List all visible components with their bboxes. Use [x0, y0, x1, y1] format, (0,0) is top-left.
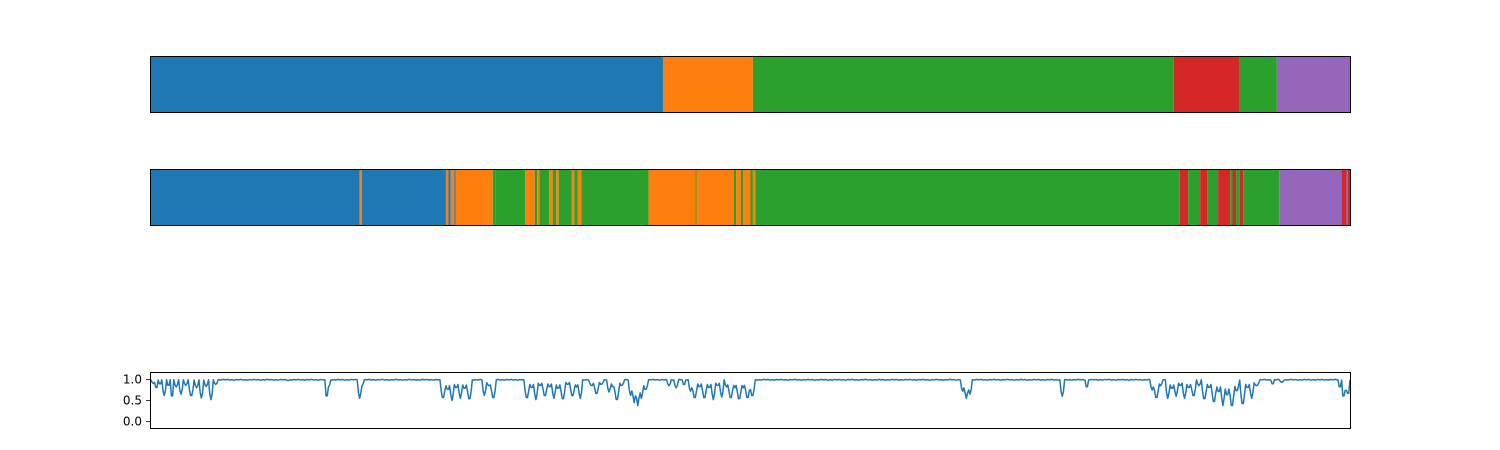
segment-1-10 — [525, 170, 535, 225]
segment-panel-top-frame — [150, 56, 1351, 113]
segment-0-3 — [1173, 57, 1240, 112]
segment-1-16 — [556, 170, 559, 225]
segment-1-42 — [1279, 170, 1342, 225]
segment-1-14 — [549, 170, 553, 225]
y-tick-label: 0.5 — [123, 394, 142, 408]
segment-1-36 — [1218, 170, 1231, 225]
line-panel-bottom: 1.0 0.5 0.0 — [123, 372, 1351, 429]
segment-1-32 — [1179, 170, 1189, 225]
segment-1-39 — [1236, 170, 1240, 225]
segment-1-22 — [648, 170, 696, 225]
segment-1-29 — [750, 170, 753, 225]
segment-1-24 — [696, 170, 734, 225]
segment-1-27 — [740, 170, 744, 225]
segment-1-19 — [574, 170, 578, 225]
segment-1-7 — [455, 170, 493, 225]
segment-1-4 — [448, 170, 451, 225]
line-panel-bottom-frame — [150, 372, 1351, 429]
segment-0-0 — [151, 57, 663, 112]
segment-panel-middle-frame — [150, 169, 1351, 226]
segment-1-3 — [445, 170, 449, 225]
segment-1-0 — [151, 170, 360, 225]
segment-1-15 — [552, 170, 557, 225]
segment-1-28 — [743, 170, 751, 225]
segment-1-9 — [495, 170, 526, 225]
line-series-group — [150, 378, 1351, 407]
segment-1-23 — [695, 170, 697, 225]
segment-0-4 — [1239, 57, 1277, 112]
segment-1-45 — [1347, 170, 1350, 225]
segment-1-17 — [558, 170, 572, 225]
y-axis-ticks: 1.0 0.5 0.0 — [123, 372, 151, 429]
segment-1-43 — [1341, 170, 1347, 225]
segment-panel-top — [151, 57, 1350, 112]
segment-1-25 — [733, 170, 737, 225]
segment-1-35 — [1207, 170, 1219, 225]
segment-1-44 — [1346, 170, 1348, 225]
segment-1-11 — [534, 170, 538, 225]
segment-1-38 — [1232, 170, 1237, 225]
segment-1-18 — [571, 170, 575, 225]
line-series — [150, 378, 1351, 407]
segment-1-20 — [577, 170, 582, 225]
segment-0-5 — [1276, 57, 1350, 112]
y-tick-label: 1.0 — [123, 372, 142, 386]
segment-1-26 — [736, 170, 741, 225]
segment-1-41 — [1243, 170, 1280, 225]
segment-panel-middle — [151, 170, 1350, 225]
y-tick-label: 0.0 — [123, 415, 142, 429]
segment-1-33 — [1188, 170, 1201, 225]
segment-1-13 — [539, 170, 550, 225]
segment-0-2 — [752, 57, 1174, 112]
segment-1-30 — [752, 170, 756, 225]
segment-1-37 — [1230, 170, 1233, 225]
segment-1-2 — [362, 170, 446, 225]
segment-1-40 — [1239, 170, 1244, 225]
segment-0-1 — [662, 57, 753, 112]
segment-1-31 — [755, 170, 1180, 225]
segment-1-5 — [450, 170, 455, 225]
segment-1-34 — [1200, 170, 1208, 225]
segment-1-8 — [492, 170, 496, 225]
segment-1-6 — [454, 170, 456, 225]
segment-1-21 — [581, 170, 649, 225]
segment-1-1 — [359, 170, 363, 225]
segment-1-12 — [537, 170, 540, 225]
